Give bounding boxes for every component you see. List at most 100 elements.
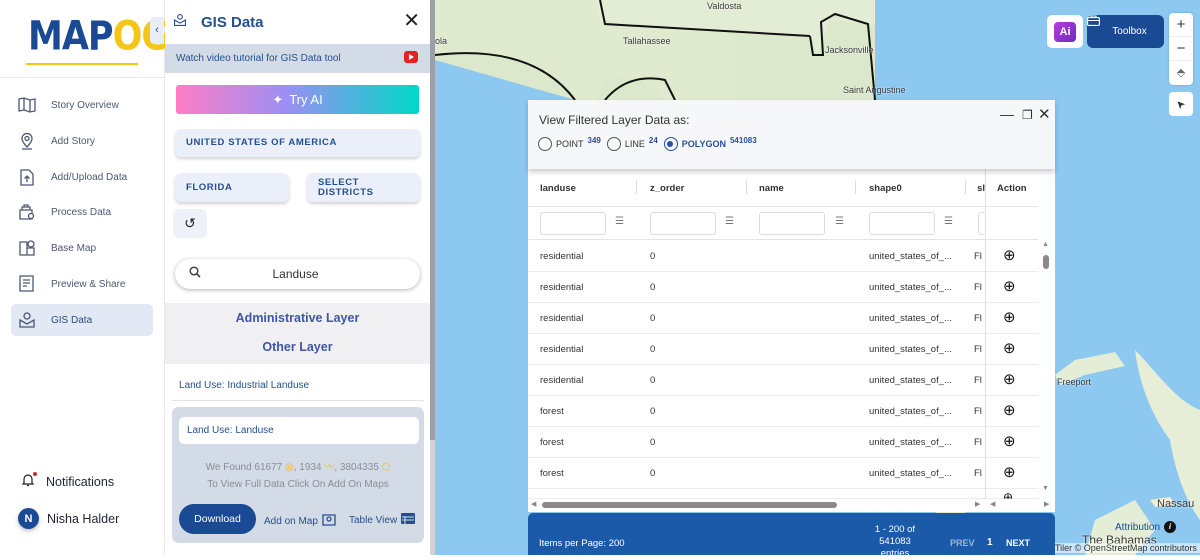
table-row[interactable]: forest 0 united_states_of_... Fl ⊕ [528,427,1038,458]
radio-label-point[interactable]: POINT [556,139,584,149]
ai-assistant-button[interactable]: Ai [1047,15,1083,48]
scroll-right-arrow[interactable]: ▶ [1044,501,1050,508]
location-pin-icon [18,132,36,150]
sidebar-item-gis-data[interactable]: GIS Data [11,304,153,336]
other-layer-tab[interactable]: Other Layer [262,340,333,354]
navigation-arrow-icon: ➤ [1173,96,1189,112]
filter-icon[interactable]: ☰ [835,216,844,227]
layer-search-input[interactable]: Landuse [175,259,420,289]
current-page[interactable]: 1 [987,537,993,548]
column-header-landuse[interactable]: landuse [540,183,576,194]
download-button[interactable]: Download [179,504,256,534]
scrollbar-thumb[interactable] [430,0,435,440]
attribution-button[interactable]: Attribution i [1115,521,1177,533]
reset-button[interactable]: ↺ [173,209,207,238]
filter-input-truncated[interactable] [978,212,985,235]
table-row[interactable]: forest 0 united_states_of_... Fl ⊕ [528,458,1038,489]
zoom-to-feature-icon[interactable]: ⊕ [1003,340,1016,357]
column-resizer[interactable] [636,180,637,194]
filter-input-z-order[interactable] [650,212,716,235]
avatar: N [18,508,39,529]
filter-input-landuse[interactable] [540,212,606,235]
sidebar-item-add-upload-data[interactable]: Add/Upload Data [11,161,153,193]
toolbox-button[interactable]: Toolbox [1087,15,1164,48]
zoom-to-feature-icon[interactable]: ⊕ [1003,490,1014,504]
column-resizer[interactable] [855,180,856,194]
cell-shape0: united_states_of_... [869,468,952,479]
zoom-to-feature-icon[interactable]: ⊕ [1003,433,1016,450]
next-page-button[interactable]: NEXT [1006,538,1031,548]
column-resizer[interactable] [746,180,747,194]
notifications-button[interactable]: Notifications [18,472,114,490]
scroll-down-arrow[interactable]: ▼ [1042,485,1049,492]
scroll-left-arrow[interactable]: ◀ [990,501,996,508]
cell-shape0: united_states_of_... [869,313,952,324]
cell-z-order: 0 [650,313,656,324]
administrative-layer-tab[interactable]: Administrative Layer [235,311,360,325]
table-row[interactable]: residential 0 united_states_of_... Fl ⊕ [528,241,1038,272]
user-profile[interactable]: N Nisha Halder [18,508,119,529]
sidebar-item-preview-share[interactable]: Preview & Share [11,268,153,300]
geolocate-button[interactable]: ➤ [1169,92,1193,116]
table-horizontal-scrollbar[interactable]: ◀ ▶ ◀ ▶ [528,499,1055,511]
table-row[interactable]: residential 0 united_states_of_... Fl ⊕ [528,303,1038,334]
maximize-button[interactable]: ❐ [1022,108,1033,122]
column-header-name[interactable]: name [759,183,784,194]
country-select[interactable]: UNITED STATES OF AMERICA [175,129,420,157]
zoom-to-feature-icon[interactable]: ⊕ [1003,309,1016,326]
zoom-to-feature-icon[interactable]: ⊕ [1003,402,1016,419]
prev-page-button[interactable]: PREV [950,538,975,548]
table-row[interactable]: residential 0 united_states_of_... Fl ⊕ [528,272,1038,303]
filter-icon[interactable]: ☰ [615,216,624,227]
radio-polygon[interactable] [663,137,678,151]
table-row[interactable]: forest 0 united_states_of_... Fl ⊕ [528,396,1038,427]
sidebar-item-process-data[interactable]: Process Data [11,196,153,228]
video-tutorial-link[interactable]: Watch video tutorial for GIS Data tool [165,44,430,73]
table-row[interactable]: residential 0 united_states_of_... Fl ⊕ [528,334,1038,365]
table-row[interactable]: residential 0 united_states_of_... Fl ⊕ [528,365,1038,396]
scrollbar-thumb[interactable] [1043,255,1049,269]
table-view-button[interactable]: Table View [349,513,416,527]
filter-input-name[interactable] [759,212,825,235]
filter-input-shape0[interactable] [869,212,935,235]
mapog-logo[interactable]: MAPOG [26,14,170,65]
try-ai-button[interactable]: ✦ Try AI [176,85,419,114]
scrollbar-thumb[interactable] [542,502,837,508]
zoom-to-feature-icon[interactable]: ⊕ [1003,278,1016,295]
radio-label-line[interactable]: LINE [624,139,645,149]
add-on-map-button[interactable]: Add on Map [264,513,336,529]
zoom-in-button[interactable]: + [1169,13,1193,37]
filter-icon[interactable]: ☰ [725,216,734,227]
zoom-to-feature-icon[interactable]: ⊕ [1003,464,1016,481]
radio-label-polygon[interactable]: POLYGON [681,139,726,149]
column-header-shape0[interactable]: shape0 [869,183,902,194]
scroll-left-arrow[interactable]: ◀ [531,501,537,508]
scroll-up-arrow[interactable]: ▲ [1042,241,1049,248]
zoom-to-feature-icon[interactable]: ⊕ [1003,371,1016,388]
layer-item-industrial-landuse[interactable]: Land Use: Industrial Landuse [179,380,310,391]
cell-truncated: Fl [974,375,982,386]
column-resizer[interactable] [965,180,966,194]
radio-point[interactable] [538,137,552,151]
sidebar-item-add-story[interactable]: Add Story [11,125,153,157]
zoom-to-feature-icon[interactable]: ⊕ [1003,247,1016,264]
items-per-page[interactable]: Items per Page: 200 [539,538,625,549]
close-dialog-button[interactable]: ✕ [1038,106,1051,123]
column-header-truncated[interactable]: sl [977,183,985,194]
minimize-button[interactable]: — [1000,106,1014,122]
table-vertical-scrollbar[interactable]: ▲ ▼ [1042,241,1050,492]
select-districts-button[interactable]: SELECT DISTRICTS [307,173,420,202]
sidebar-item-story-overview[interactable]: Story Overview [11,89,153,121]
close-panel-button[interactable]: ✕ [403,10,420,32]
sidebar-item-base-map[interactable]: Base Map [11,232,153,264]
city-label-jacksonville: Jacksonville [825,45,874,55]
scroll-right-arrow[interactable]: ▶ [975,501,981,508]
filter-icon[interactable]: ☰ [944,216,953,227]
radio-line[interactable] [606,137,621,151]
state-select[interactable]: FLORIDA [175,173,289,202]
collapse-sidebar-button[interactable]: ‹ [150,17,164,44]
zoom-out-button[interactable]: − [1169,37,1193,61]
compass-button[interactable]: ⬘ [1176,67,1186,79]
column-header-z-order[interactable]: z_order [650,183,685,194]
panel-scrollbar[interactable] [430,0,435,555]
